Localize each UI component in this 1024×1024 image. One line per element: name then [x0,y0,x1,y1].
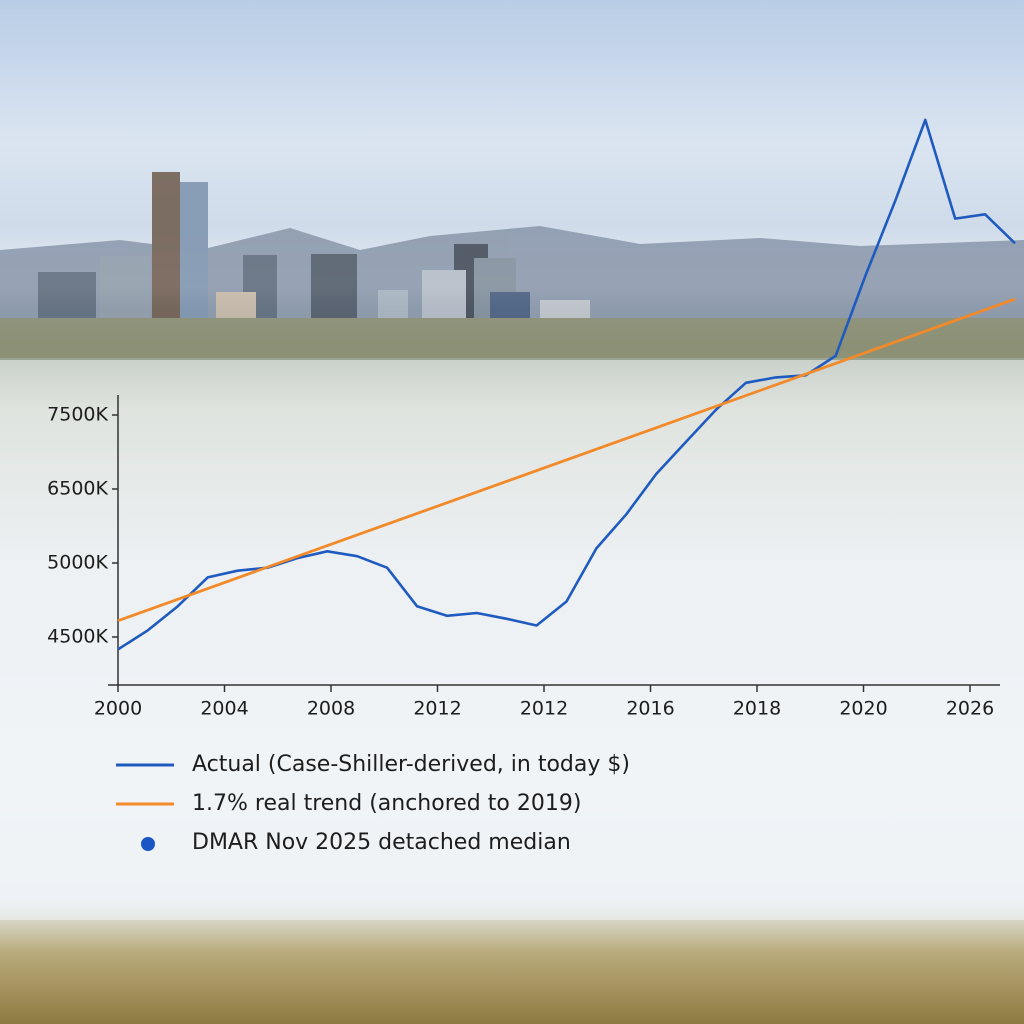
y-tick-label: 7500K [47,404,108,426]
y-tick-label: 6500K [47,478,108,500]
x-tick-label: 2012 [413,698,461,720]
x-tick-label: 2018 [733,698,781,720]
x-tick-label: 2016 [626,698,674,720]
x-tick-label: 2008 [307,698,355,720]
skyline [0,172,1024,358]
series-line [117,297,1016,623]
x-tick-label: 2020 [839,698,887,720]
haze [0,360,1024,920]
y-tick-label: 4500K [47,626,108,648]
x-tick-label: 2012 [520,698,568,720]
legend-label: DMAR Nov 2025 detached median [192,830,571,855]
legend-label: 1.7% real trend (anchored to 2019) [192,791,581,816]
x-tick-label: 2026 [946,698,994,720]
x-tick-label: 2004 [200,698,248,720]
x-tick-label: 2000 [94,698,142,720]
legend-marker [141,837,155,851]
legend-label: Actual (Case-Shiller-derived, in today $… [192,752,630,777]
y-tick-label: 5000K [47,552,108,574]
